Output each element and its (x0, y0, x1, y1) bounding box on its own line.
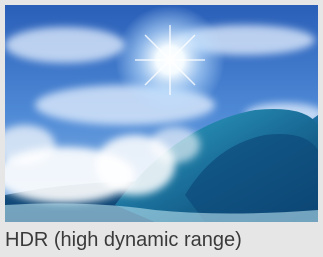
wave-photo (5, 5, 318, 222)
figure: HDR (high dynamic range) (0, 0, 323, 257)
caption: HDR (high dynamic range) (5, 228, 242, 252)
